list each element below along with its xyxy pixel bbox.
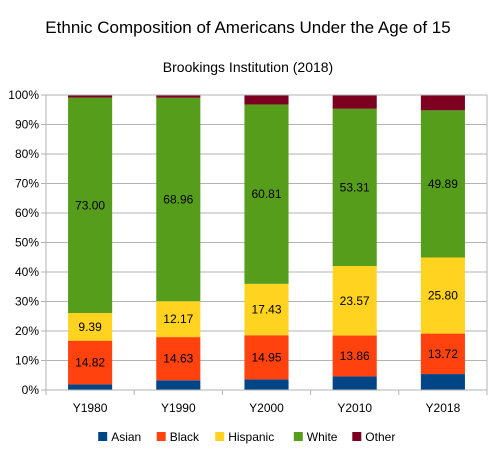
y-tick-label: 0% (22, 383, 40, 397)
legend-label-other: Other (365, 430, 395, 444)
y-tick-label: 100% (8, 88, 39, 102)
data-label: 23.57 (340, 294, 370, 308)
x-tick-label: Y2010 (337, 401, 372, 415)
data-label: 25.80 (428, 289, 458, 303)
data-label: 53.31 (340, 180, 370, 194)
bar-segment-black (420, 333, 465, 375)
y-tick-label: 80% (15, 147, 39, 161)
data-label: 14.95 (251, 350, 281, 364)
legend-swatch-black (156, 432, 166, 441)
bar-segment-other (332, 95, 377, 109)
bar-segment-hispanic (156, 301, 201, 338)
bar-segment-other (68, 95, 113, 98)
data-label: 13.86 (340, 349, 370, 363)
y-tick-label: 10% (15, 354, 39, 368)
legend-swatch-asian (98, 432, 108, 441)
legend-swatch-white (293, 432, 303, 441)
bar-segment-asian (68, 384, 113, 390)
bar-segment-other (156, 95, 201, 98)
y-tick-label: 70% (15, 177, 39, 191)
bar-segment-white (68, 97, 113, 313)
bar-segment-other (244, 95, 289, 105)
x-tick-label: Y2000 (249, 401, 284, 415)
data-label: 12.17 (163, 312, 193, 326)
bar-segment-black (156, 337, 201, 381)
bar-segment-hispanic (420, 257, 465, 334)
data-label: 73.00 (75, 198, 105, 212)
bar-segment-black (244, 335, 289, 380)
legend-swatch-other (352, 432, 362, 441)
chart-title: Ethnic Composition of Americans Under th… (45, 18, 450, 37)
legend: Asian Black Hispanic White Other (98, 430, 395, 444)
data-label: 17.43 (251, 303, 281, 317)
y-tick-label: 30% (15, 295, 39, 309)
y-tick-label: 50% (15, 236, 39, 250)
data-label: 13.72 (428, 347, 458, 361)
axes: 0% 10% 20% 30% 40% 50% 60% 70% 80% 90% 100% Y1980 Y1… (8, 88, 488, 415)
y-tick-label: 40% (15, 265, 39, 279)
data-label: 68.96 (163, 192, 193, 206)
x-tick-label: Y2018 (426, 401, 461, 415)
bar-segment-asian (156, 380, 201, 390)
bar-segment-white (156, 97, 201, 302)
y-tick-label: 90% (15, 118, 39, 132)
x-tick-label: Y1980 (73, 401, 108, 415)
bar-segment-white (420, 110, 465, 258)
data-labels: 14.82 9.39 73.00 14.63 12.17 68.96 14.95 17.43 6… (75, 177, 458, 370)
bar-segment-other (420, 95, 465, 111)
bar-segment-asian (332, 376, 377, 390)
bar-segment-hispanic (68, 312, 113, 341)
y-tick-label: 20% (15, 324, 39, 338)
legend-label-hispanic: Hispanic (228, 430, 274, 444)
x-tick-label: Y1990 (161, 401, 196, 415)
bar-segment-black (332, 335, 377, 377)
data-label: 49.89 (428, 177, 458, 191)
bar-segment-hispanic (332, 266, 377, 336)
bar-segment-white (332, 108, 377, 267)
legend-label-white: White (307, 430, 338, 444)
bar-segment-white (244, 104, 289, 284)
data-label: 9.39 (78, 320, 102, 334)
legend-label-asian: Asian (111, 430, 141, 444)
plot-frame (45, 94, 488, 391)
data-label: 60.81 (251, 187, 281, 201)
bar-segment-asian (420, 374, 465, 390)
bar-segment-hispanic (244, 283, 289, 336)
data-label: 14.82 (75, 356, 105, 370)
bars (68, 95, 465, 390)
chart-subtitle: Brookings Institution (2018) (163, 59, 333, 75)
legend-swatch-hispanic (215, 432, 225, 441)
data-label: 14.63 (163, 352, 193, 366)
legend-label-black: Black (170, 430, 200, 444)
y-tick-label: 60% (15, 206, 39, 220)
bar-segment-asian (244, 379, 289, 390)
bar-segment-black (68, 340, 113, 385)
